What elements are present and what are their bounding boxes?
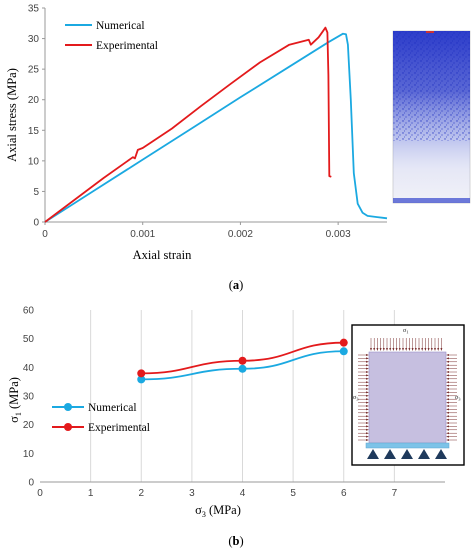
support-triangles xyxy=(367,449,447,459)
y-tick-label: 40 xyxy=(23,363,35,374)
chart-b-y-label: σ1 (MPa) xyxy=(7,377,23,423)
support-triangle xyxy=(401,449,413,459)
legend-marker xyxy=(64,423,72,431)
y-tick-label: 15 xyxy=(28,126,40,137)
x-tick-label: 5 xyxy=(290,488,296,499)
x-tick-label: 1 xyxy=(88,488,94,499)
y-tick-label: 10 xyxy=(23,449,35,460)
data-point-numerical xyxy=(238,364,247,373)
y-tick-label: 10 xyxy=(28,156,40,167)
support-triangle xyxy=(418,449,430,459)
y-tick-label: 60 xyxy=(23,306,35,317)
chart-a-y-label: Axial stress (MPa) xyxy=(5,68,19,162)
triaxial-loading-sketch: σ1 σ3 σ3 xyxy=(351,324,465,466)
x-tick-label: 2 xyxy=(138,488,144,499)
chart-b-x-label: σ3 (MPa) xyxy=(195,503,241,519)
legend-label: Experimental xyxy=(96,40,158,52)
y-tick-label: 25 xyxy=(28,65,40,76)
chart-b-y-ticks: 0 10 20 30 40 50 60 xyxy=(23,306,35,489)
chart-a-x-label: Axial strain xyxy=(133,248,192,262)
blue-damage-specimen-icon xyxy=(392,30,471,204)
series-line-numerical xyxy=(44,32,388,223)
chart-a-x-ticks: 0 0.001 0.002 0.003 xyxy=(42,222,351,240)
chart-b-x-ticks: 0 1 2 3 4 5 6 7 xyxy=(37,488,397,499)
specimen-body xyxy=(368,351,447,444)
chart-a: 0 5 10 15 20 25 30 35 0 0.001 0.002 0.003 Numerica… xyxy=(5,4,388,292)
legend-label: Experimental xyxy=(88,422,150,434)
chart-a-legend: Numerical Experimental xyxy=(65,20,158,52)
x-tick-label: 0.002 xyxy=(228,229,253,240)
x-tick-label: 0 xyxy=(37,488,43,499)
y-tick-label: 20 xyxy=(23,420,35,431)
y-tick-label: 20 xyxy=(28,95,40,106)
y-tick-label: 30 xyxy=(28,34,40,45)
chart-b-series xyxy=(137,338,348,384)
sigma1-label: σ1 xyxy=(403,328,408,335)
pressure-arrows xyxy=(358,338,457,441)
x-tick-label: 0.003 xyxy=(326,229,351,240)
y-tick-label: 35 xyxy=(28,4,40,15)
x-tick-label: 7 xyxy=(392,488,398,499)
x-tick-label: 0.001 xyxy=(130,229,155,240)
x-tick-label: 3 xyxy=(189,488,195,499)
data-point-numerical xyxy=(339,347,348,356)
chart-b-panel-caption: (b) xyxy=(228,534,243,548)
chart-b-legend: Numerical Experimental xyxy=(52,402,150,434)
series-line-experimental xyxy=(44,26,332,223)
y-tick-label: 0 xyxy=(28,478,34,489)
data-point-experimental xyxy=(339,338,348,347)
chart-b-gridlines xyxy=(90,310,395,482)
data-point-experimental xyxy=(238,356,247,365)
x-tick-label: 4 xyxy=(240,488,246,499)
sigma3-right-label: σ3 xyxy=(455,395,461,402)
data-point-experimental xyxy=(137,369,146,378)
support-triangle xyxy=(367,449,379,459)
legend-marker xyxy=(64,403,72,411)
x-tick-label: 0 xyxy=(42,229,48,240)
y-tick-label: 30 xyxy=(23,392,35,403)
support-triangle xyxy=(384,449,396,459)
chart-a-series xyxy=(44,26,388,223)
legend-label: Numerical xyxy=(88,402,137,414)
y-tick-label: 50 xyxy=(23,334,35,345)
sigma3-left-label: σ3 xyxy=(353,395,359,402)
chart-a-y-ticks: 0 5 10 15 20 25 30 35 xyxy=(28,4,45,229)
x-tick-label: 6 xyxy=(341,488,347,499)
legend-label: Numerical xyxy=(96,20,145,32)
chart-a-panel-caption: (a) xyxy=(229,278,244,292)
y-tick-label: 5 xyxy=(33,187,39,198)
y-tick-label: 0 xyxy=(33,218,39,229)
support-triangle xyxy=(435,449,447,459)
loading-platen xyxy=(365,442,450,449)
data-point-numerical xyxy=(137,375,146,384)
